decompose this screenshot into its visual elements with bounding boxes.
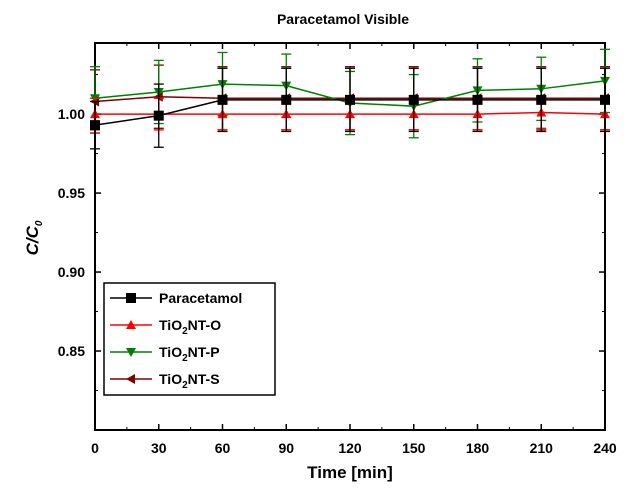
legend-item: TiO2NT-S bbox=[110, 371, 220, 391]
legend-label-main: TiO bbox=[159, 317, 182, 333]
x-axis-title: Time [min] bbox=[307, 463, 393, 482]
data-point bbox=[153, 110, 164, 121]
y-tick-label: 0.90 bbox=[58, 264, 85, 280]
y-axis-title: C/C0 bbox=[23, 220, 45, 255]
legend-label: Paracetamol bbox=[159, 290, 242, 306]
x-tick-label: 240 bbox=[593, 440, 617, 456]
legend-label-sub: 2 bbox=[182, 353, 188, 364]
data-point bbox=[345, 94, 355, 105]
series-group bbox=[90, 48, 610, 150]
legend-label-sub: 2 bbox=[182, 380, 188, 391]
x-tick-label: 30 bbox=[151, 440, 167, 456]
legend-label: TiO2NT-O bbox=[159, 317, 221, 337]
y-tick-label: 0.85 bbox=[58, 343, 85, 359]
legend-item: Paracetamol bbox=[110, 290, 242, 306]
y-axis-title-main: C/C bbox=[23, 225, 42, 255]
data-point bbox=[536, 94, 547, 105]
data-point bbox=[217, 94, 228, 105]
legend-label-tail: NT-P bbox=[188, 344, 220, 360]
data-point bbox=[90, 120, 100, 131]
data-point bbox=[408, 94, 419, 105]
y-axis-title-sub: 0 bbox=[34, 220, 45, 226]
chart-title: Paracetamol Visible bbox=[277, 11, 409, 27]
data-point bbox=[600, 94, 610, 105]
x-tick-label: 90 bbox=[278, 440, 294, 456]
data-point bbox=[281, 94, 292, 105]
y-tick-label: 1.00 bbox=[58, 106, 85, 122]
x-tick-label: 150 bbox=[402, 440, 426, 456]
legend-marker bbox=[126, 293, 136, 303]
legend-label-tail: NT-O bbox=[188, 317, 222, 333]
legend-label-main: TiO bbox=[159, 371, 182, 387]
axis-ticks: 0 30 60 90 120 150 180 210 240 0.85 0.90 0.95 1.00 bbox=[58, 43, 617, 456]
legend-label-sub: 2 bbox=[182, 326, 188, 337]
legend-marker bbox=[126, 374, 135, 384]
legend-label-main: Paracetamol bbox=[159, 290, 242, 306]
legend-item: TiO2NT-O bbox=[110, 317, 221, 337]
legend-label-tail: NT-S bbox=[188, 371, 220, 387]
legend-item: TiO2NT-P bbox=[110, 344, 220, 364]
series-paracetamol bbox=[90, 67, 610, 150]
y-tick-label: 0.95 bbox=[58, 185, 85, 201]
data-point bbox=[472, 94, 483, 105]
legend-label: TiO2NT-P bbox=[159, 344, 220, 364]
legend-marker bbox=[126, 320, 136, 329]
x-tick-label: 0 bbox=[91, 440, 99, 456]
x-tick-label: 60 bbox=[215, 440, 231, 456]
x-tick-label: 210 bbox=[530, 440, 554, 456]
legend-marker bbox=[126, 348, 136, 357]
legend-label: TiO2NT-S bbox=[159, 371, 220, 391]
x-tick-label: 180 bbox=[466, 440, 490, 456]
x-tick-label: 120 bbox=[338, 440, 362, 456]
legend-label-main: TiO bbox=[159, 344, 182, 360]
